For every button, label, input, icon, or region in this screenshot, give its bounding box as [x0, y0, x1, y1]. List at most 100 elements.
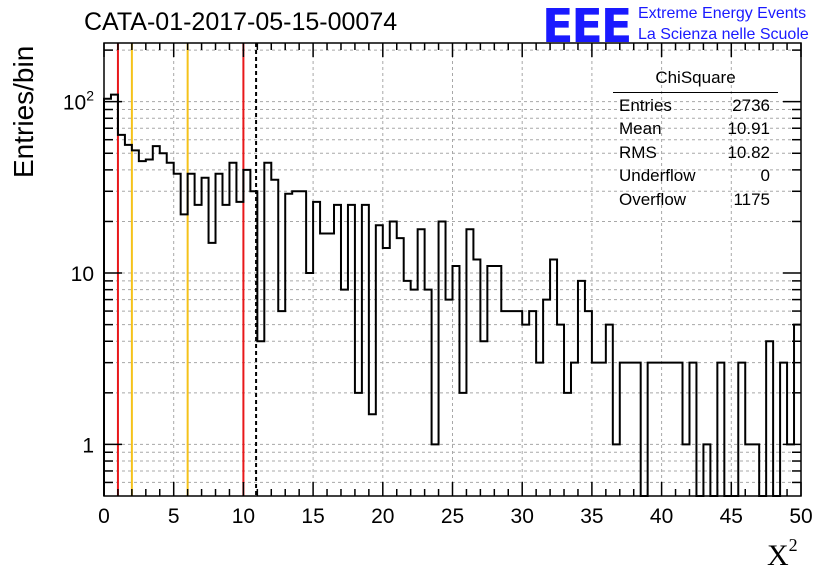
histogram-bin [550, 259, 557, 496]
histogram-bin [669, 363, 676, 496]
histogram-bin [620, 363, 627, 496]
x-axis-label-main: X [767, 539, 789, 572]
histogram-bin [222, 205, 229, 496]
histogram-bin [432, 444, 439, 496]
histogram-bin [446, 300, 453, 496]
y-tick-label: 102 [63, 88, 94, 115]
histogram-bin [313, 202, 320, 496]
histogram-bin [459, 393, 466, 496]
histogram-bin [606, 325, 613, 496]
histogram-bin [278, 311, 285, 496]
stats-value: 10.82 [727, 142, 770, 162]
histogram-bin [390, 221, 397, 496]
grid-lines [104, 43, 801, 496]
histogram-bin [188, 174, 195, 496]
x-tick-label: 45 [720, 505, 743, 528]
stats-value: 1175 [733, 189, 770, 209]
stats-label: Mean [619, 119, 662, 138]
histogram-bin [745, 444, 752, 496]
histogram-bin [383, 248, 390, 496]
stats-row: Mean 10.91 [613, 117, 778, 141]
histogram-bin [285, 194, 292, 496]
x-axis-label: X2 [767, 535, 798, 573]
histogram-bin [229, 163, 236, 496]
histogram-bin [271, 180, 278, 496]
stats-label: Entries [619, 95, 672, 115]
histogram-bin [780, 363, 787, 496]
histogram-bin [243, 170, 250, 496]
x-tick-label: 10 [232, 505, 255, 528]
histogram-bin [613, 444, 620, 496]
histogram-bin [425, 290, 432, 496]
x-tick-label: 30 [511, 505, 534, 528]
stats-value: 10.91 [727, 119, 770, 138]
x-tick-label: 35 [580, 505, 603, 528]
x-tick-label: 5 [168, 505, 180, 528]
histogram-bin [195, 205, 202, 496]
stats-box: ChiSquare Entries 2736 Mean 10.91 RMS 10.82… [613, 66, 778, 211]
histogram-bin [466, 229, 473, 496]
histogram-bin [264, 163, 271, 496]
x-axis-label-sup: 2 [788, 535, 798, 555]
histogram-bin [139, 161, 146, 496]
histogram-bin [376, 225, 383, 496]
x-tick-label: 0 [98, 505, 110, 528]
stats-row: RMS 10.82 [613, 141, 778, 165]
histogram-bin [404, 281, 411, 496]
histogram-bin [648, 363, 655, 496]
logo-caption: Extreme Energy Events La Scienza nelle S… [638, 3, 809, 45]
histogram-bin [634, 363, 641, 496]
histogram-bin [418, 229, 425, 496]
histogram-bin [578, 281, 585, 496]
histogram-bin [487, 266, 494, 496]
stats-title: ChiSquare [613, 66, 778, 93]
histogram-bin [662, 363, 669, 496]
x-tick-label: 25 [441, 505, 464, 528]
stats-label: Underflow [619, 166, 696, 185]
histogram-bin [327, 234, 334, 496]
stats-label: Overflow [619, 189, 687, 209]
histogram-bin [160, 153, 167, 496]
histogram-bin [717, 363, 724, 496]
x-tick-label: 15 [301, 505, 324, 528]
y-tick-label: 10 [71, 263, 94, 286]
histogram-bin [766, 341, 773, 496]
x-tick-label: 50 [789, 505, 812, 528]
histogram-bin [536, 363, 543, 496]
histogram-bin [257, 341, 264, 496]
histogram-bin [250, 191, 257, 496]
histogram-bin [153, 146, 160, 496]
x-tick-label: 40 [650, 505, 673, 528]
histogram-bin [411, 290, 418, 496]
histogram-bin [508, 311, 515, 496]
histogram-bin [348, 205, 355, 496]
histogram-bin [571, 363, 578, 496]
histogram-bin [585, 311, 592, 496]
stats-row: Underflow 0 [613, 164, 778, 188]
histogram-bin [627, 363, 634, 496]
stats-value: 2736 [732, 95, 770, 115]
chart-title: CATA-01-2017-05-15-00074 [84, 8, 398, 36]
histogram-bin [515, 311, 522, 496]
y-tick-label: 1 [82, 434, 94, 457]
histogram-bin [369, 414, 376, 496]
histogram-bin [111, 95, 118, 496]
histogram-bin [118, 135, 125, 496]
x-tick-label: 20 [371, 505, 394, 528]
histogram-bin [397, 238, 404, 496]
histogram-bin [557, 325, 564, 496]
histogram-bin [564, 393, 571, 496]
stats-value: 0 [760, 166, 770, 185]
y-tick-labels: 1 10 102 [63, 88, 94, 458]
histogram-bin [439, 221, 446, 496]
histogram-bin [167, 163, 174, 496]
histogram-bin [529, 311, 536, 496]
histogram-bin [655, 363, 662, 496]
histogram-bin [174, 174, 181, 496]
histogram-bin [209, 243, 216, 496]
stats-row: Entries 2736 [613, 94, 778, 118]
histogram-bin [125, 145, 132, 496]
histogram-bin [599, 363, 606, 496]
histogram-bin [132, 150, 139, 496]
